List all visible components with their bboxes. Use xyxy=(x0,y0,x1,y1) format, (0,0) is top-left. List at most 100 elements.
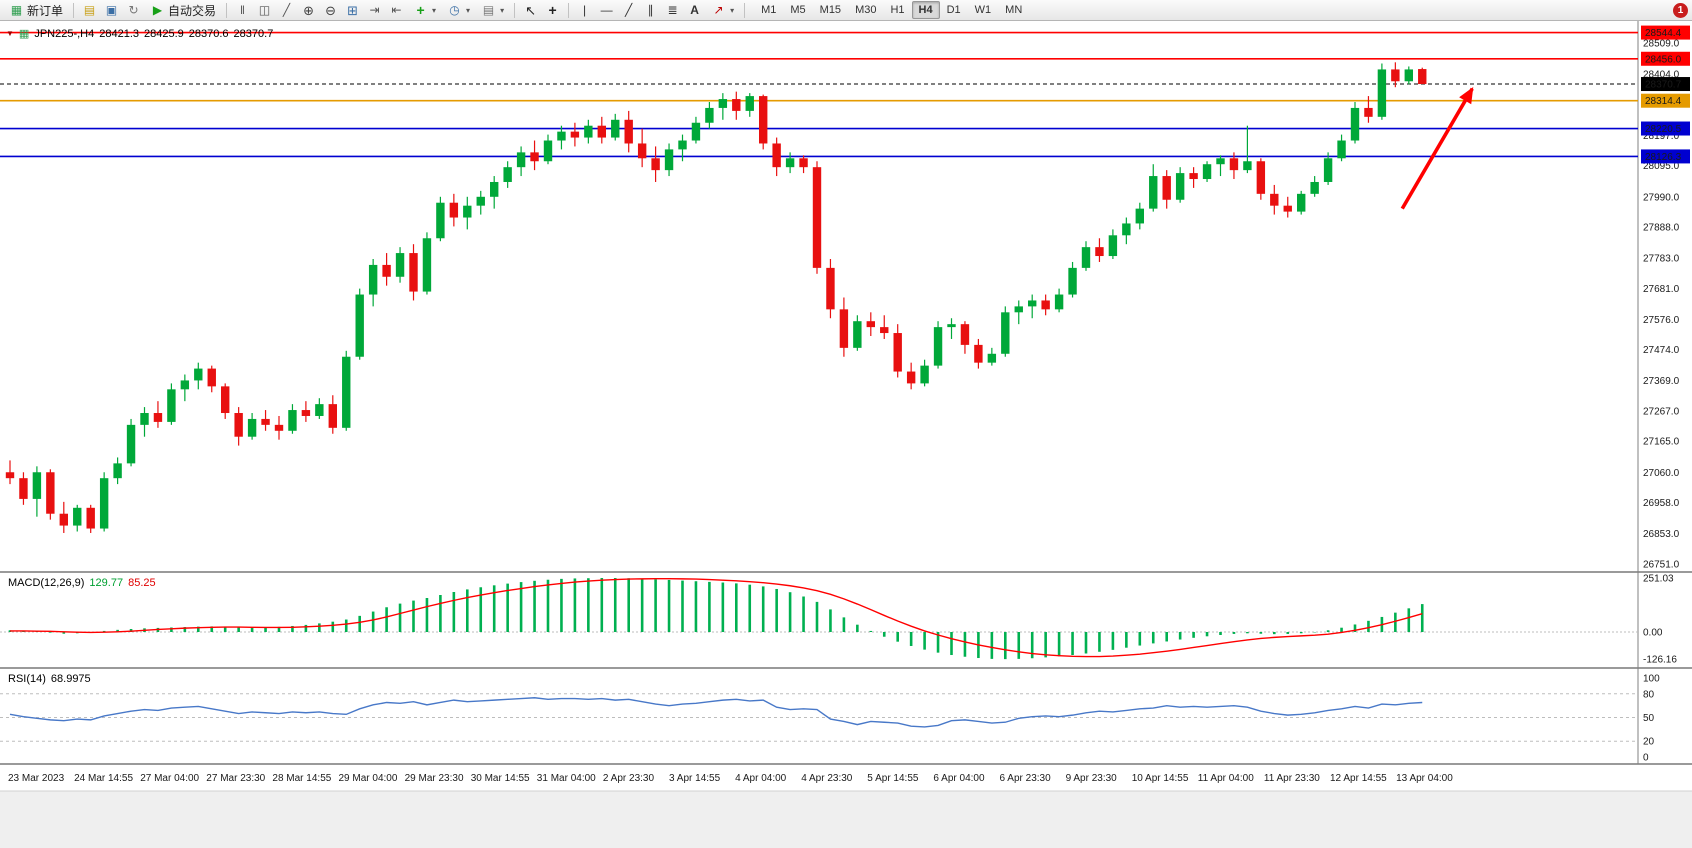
macd-title: MACD(12,26,9) 129.77 85.25 xyxy=(8,577,156,589)
chevron-down-icon: ▾ xyxy=(730,5,735,15)
macd-main-value: 129.77 xyxy=(89,577,124,589)
svg-text:3 Apr 14:55: 3 Apr 14:55 xyxy=(669,773,721,784)
rsi-value: 68.9975 xyxy=(50,673,91,685)
svg-text:4 Apr 04:00: 4 Apr 04:00 xyxy=(735,773,787,784)
fibonacci-button[interactable] xyxy=(662,1,683,19)
text-tool-button[interactable] xyxy=(684,1,705,19)
date-axis[interactable]: 23 Mar 2023 24 Mar 14:55 27 Mar 04:00 27 Ma… xyxy=(8,773,1453,784)
tile-windows-button[interactable] xyxy=(342,1,363,19)
chart-window: 28509.0 28404.0 28197.0 28095.0 27990.0 27888… xyxy=(0,21,1692,848)
ohlc-high: 28425.9 xyxy=(144,27,184,40)
svg-text:24 Mar 14:55: 24 Mar 14:55 xyxy=(74,773,133,784)
bar-chart-icon xyxy=(235,3,250,18)
svg-text:26853.0: 26853.0 xyxy=(1643,529,1680,540)
rsi-title: RSI(14) 68.9975 xyxy=(8,673,91,685)
svg-text:50: 50 xyxy=(1643,713,1655,724)
horizontal-line-button[interactable] xyxy=(596,1,617,19)
rsi-label: RSI(14) xyxy=(8,673,46,685)
chevron-down-icon: ▾ xyxy=(500,5,505,15)
autotrading-button[interactable]: 自动交易 xyxy=(145,0,221,20)
chart-symbol-header: ▼ ▦ JPN225-,H4 28421.3 28425.9 28370.6 2… xyxy=(6,27,273,41)
chart-canvas[interactable]: 28509.0 28404.0 28197.0 28095.0 27990.0 27888… xyxy=(0,21,1692,848)
auto-scroll-button[interactable] xyxy=(364,1,385,19)
svg-text:5 Apr 14:55: 5 Apr 14:55 xyxy=(867,773,919,784)
trend-arrow-annotation[interactable] xyxy=(1400,83,1479,210)
bar-chart-button[interactable] xyxy=(232,1,253,19)
periods-button[interactable]: ▾ xyxy=(442,0,475,20)
price-axis[interactable]: 28509.0 28404.0 28197.0 28095.0 27990.0 27888… xyxy=(1641,25,1690,764)
symbol-timeframe-label: JPN225-,H4 xyxy=(34,27,95,40)
chart-mini-icon: ▦ xyxy=(18,28,30,40)
indicators-button[interactable]: ▾ xyxy=(408,0,441,20)
tile-windows-icon xyxy=(345,3,360,18)
auto-scroll-icon xyxy=(367,3,382,18)
text-tool-icon xyxy=(687,3,702,18)
profiles-icon xyxy=(82,3,97,18)
svg-text:28544.4: 28544.4 xyxy=(1645,28,1682,39)
svg-text:0.00: 0.00 xyxy=(1643,628,1663,639)
svg-text:26958.0: 26958.0 xyxy=(1643,498,1680,509)
horizontal-lines[interactable] xyxy=(0,31,1638,158)
chevron-down-icon: ▾ xyxy=(432,5,437,15)
channel-button[interactable] xyxy=(640,1,661,19)
timeframe-M1[interactable]: M1 xyxy=(761,4,777,16)
svg-text:27369.0: 27369.0 xyxy=(1643,376,1680,387)
svg-text:31 Mar 04:00: 31 Mar 04:00 xyxy=(537,773,596,784)
cursor-button[interactable] xyxy=(520,1,541,19)
svg-text:20: 20 xyxy=(1643,737,1655,748)
svg-text:28404.0: 28404.0 xyxy=(1643,70,1680,81)
notification-badge[interactable]: 1 xyxy=(1673,2,1688,18)
arrows-tool-button[interactable]: ▾ xyxy=(706,0,739,20)
add-indicator-icon xyxy=(413,3,428,18)
vertical-line-icon xyxy=(577,3,592,18)
trendline-button[interactable] xyxy=(618,1,639,19)
svg-text:27267.0: 27267.0 xyxy=(1643,406,1680,417)
timeframe-M15[interactable]: M15 xyxy=(819,4,842,16)
timeframe-H1[interactable]: H1 xyxy=(890,4,905,16)
zoom-out-button[interactable] xyxy=(320,1,341,19)
timeframe-MN[interactable]: MN xyxy=(1005,4,1023,16)
svg-text:27888.0: 27888.0 xyxy=(1643,223,1680,234)
toolbar-separator xyxy=(568,2,570,18)
collapse-triangle-icon[interactable]: ▼ xyxy=(6,29,14,38)
svg-text:27783.0: 27783.0 xyxy=(1643,254,1680,265)
svg-text:29 Mar 23:30: 29 Mar 23:30 xyxy=(405,773,464,784)
fibonacci-icon xyxy=(665,3,680,18)
line-chart-button[interactable] xyxy=(276,1,297,19)
candlestick-chart-button[interactable] xyxy=(254,1,275,19)
chart-shift-icon xyxy=(389,3,404,18)
svg-text:28095.0: 28095.0 xyxy=(1643,161,1680,172)
timeframe-H4[interactable]: H4 xyxy=(911,1,940,19)
svg-text:28509.0: 28509.0 xyxy=(1643,39,1680,50)
new-order-button[interactable]: 新订单 xyxy=(4,0,68,20)
print-button[interactable] xyxy=(101,1,122,19)
svg-text:2 Apr 23:30: 2 Apr 23:30 xyxy=(603,773,655,784)
rsi-plot xyxy=(0,693,1638,742)
ohlc-open: 28421.3 xyxy=(99,27,140,40)
profiles-button[interactable] xyxy=(79,1,100,19)
vertical-line-button[interactable] xyxy=(574,1,595,19)
timeframe-M30[interactable]: M30 xyxy=(855,4,877,16)
timeframe-M5[interactable]: M5 xyxy=(790,4,806,16)
zoom-in-button[interactable] xyxy=(298,1,319,19)
timeframe-bar: M1 M5 M15 M30 H1 H4 D1 W1 MN xyxy=(754,1,1029,19)
channel-icon xyxy=(643,3,658,18)
toolbar-separator xyxy=(744,2,746,18)
svg-text:27681.0: 27681.0 xyxy=(1643,284,1680,295)
autotrading-icon xyxy=(150,3,165,18)
timeframe-W1[interactable]: W1 xyxy=(974,4,992,16)
crosshair-button[interactable] xyxy=(542,1,563,19)
svg-text:29 Mar 04:00: 29 Mar 04:00 xyxy=(339,773,398,784)
svg-text:27060.0: 27060.0 xyxy=(1643,468,1680,479)
svg-text:27576.0: 27576.0 xyxy=(1643,315,1680,326)
svg-text:12 Apr 14:55: 12 Apr 14:55 xyxy=(1330,773,1387,784)
refresh-button[interactable] xyxy=(123,1,144,19)
templates-button[interactable]: ▾ xyxy=(476,0,509,20)
chart-shift-button[interactable] xyxy=(386,1,407,19)
svg-text:27 Mar 23:30: 27 Mar 23:30 xyxy=(206,773,265,784)
timeframe-D1[interactable]: D1 xyxy=(946,4,961,16)
crosshair-icon xyxy=(545,3,560,18)
refresh-icon xyxy=(126,3,141,18)
ohlc-low: 28370.6 xyxy=(188,27,229,40)
toolbar-separator xyxy=(73,2,75,18)
